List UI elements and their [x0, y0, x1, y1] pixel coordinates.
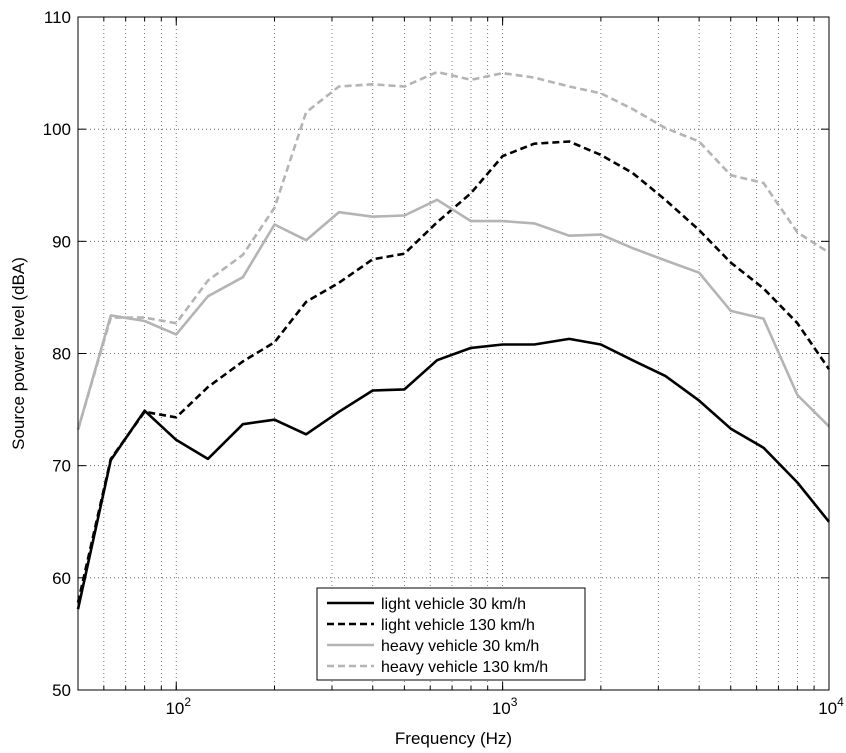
y-tick-label: 70	[52, 457, 71, 476]
axis-ticks	[78, 16, 830, 691]
series-line-3	[76, 198, 830, 431]
x-tick-label: 103	[492, 695, 518, 718]
y-axis-label: Source power level (dBA)	[9, 257, 28, 450]
y-tick-label: 100	[43, 120, 71, 139]
x-tick-label: 102	[165, 695, 191, 718]
series-line-4	[76, 70, 830, 431]
legend-label: heavy vehicle 30 km/h	[381, 638, 539, 655]
legend-label: heavy vehicle 130 km/h	[381, 659, 548, 676]
y-tick-label: 80	[52, 345, 71, 364]
legend-label: light vehicle 30 km/h	[381, 596, 526, 613]
y-tick-label: 50	[52, 681, 71, 700]
grid-lines	[78, 17, 829, 690]
y-tick-label: 60	[52, 569, 71, 588]
series-layer	[76, 70, 831, 610]
x-axis-label: Frequency (Hz)	[395, 729, 512, 748]
y-tick-label: 90	[52, 232, 71, 251]
legend-label: light vehicle 130 km/h	[381, 617, 535, 634]
series-line-1	[76, 337, 831, 610]
y-tick-label: 110	[44, 8, 71, 27]
legend: light vehicle 30 km/h light vehicle 130 k…	[316, 587, 586, 681]
x-tick-label: 104	[818, 695, 844, 718]
